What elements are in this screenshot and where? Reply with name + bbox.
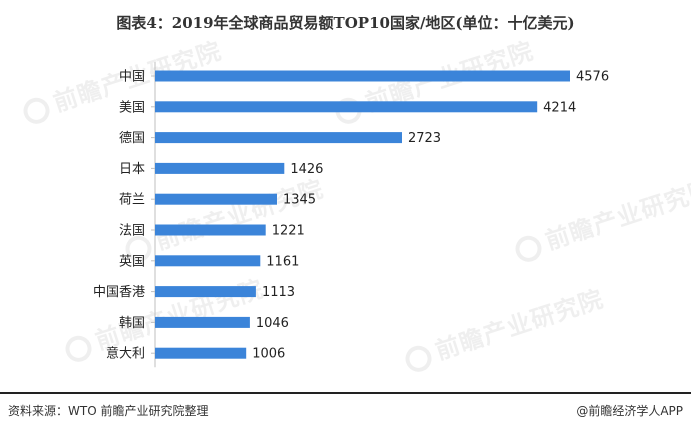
category-label: 意大利 [106, 346, 145, 362]
bar [155, 224, 266, 236]
category-label: 韩国 [119, 316, 145, 331]
value-label: 1161 [266, 254, 299, 269]
value-label: 2723 [408, 131, 441, 146]
bar [155, 162, 285, 174]
chart-title: 图表4：2019年全球商品贸易额TOP10国家/地区(单位：十亿美元) [116, 14, 575, 32]
value-label: 4576 [576, 70, 609, 85]
credit-note: @前瞻经济学人APP [576, 404, 683, 418]
category-label: 中国 [119, 70, 145, 85]
value-label: 1426 [290, 162, 323, 177]
value-label: 4214 [543, 100, 576, 115]
value-label: 1046 [256, 316, 289, 331]
footer: 资料来源：WTO 前瞻产业研究院整理 @前瞻经济学人APP [0, 392, 691, 427]
bar [155, 255, 261, 267]
bar [155, 132, 402, 144]
category-label: 荷兰 [119, 193, 145, 208]
bar [155, 101, 538, 113]
value-label: 1345 [283, 193, 316, 208]
source-note: 资料来源：WTO 前瞻产业研究院整理 [8, 404, 209, 418]
category-label: 法国 [119, 224, 145, 239]
bar [155, 70, 570, 82]
category-label: 中国香港 [93, 285, 145, 300]
value-label: 1221 [272, 224, 305, 239]
category-label: 英国 [119, 254, 145, 269]
category-label: 德国 [119, 131, 145, 146]
value-label: 1006 [252, 347, 285, 362]
bar [155, 316, 250, 328]
bar-chart: 中国 4576 美国 4214 德国 2723 日本 1426 荷兰 1345 法国 1221 英国 11… [93, 62, 609, 368]
bar [155, 286, 256, 298]
value-label: 1113 [262, 285, 295, 300]
bar [155, 193, 277, 205]
category-label: 日本 [119, 162, 145, 177]
category-label: 美国 [119, 100, 145, 115]
bar [155, 347, 247, 359]
